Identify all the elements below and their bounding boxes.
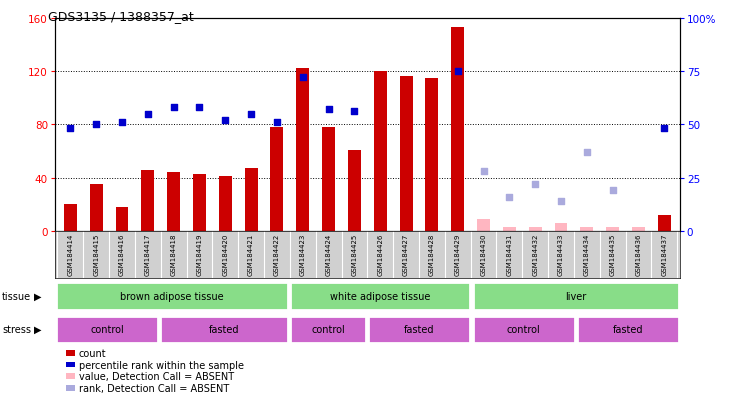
- Point: [504, 194, 515, 201]
- Text: fasted: fasted: [613, 324, 643, 335]
- Bar: [632, 227, 645, 231]
- Point: [168, 104, 180, 111]
- Point: [581, 149, 593, 156]
- Text: GSM184430: GSM184430: [480, 233, 487, 275]
- Bar: [167, 173, 180, 231]
- Point: [555, 198, 567, 205]
- Text: GSM184420: GSM184420: [222, 233, 228, 275]
- Point: [349, 109, 360, 116]
- Text: GSM184414: GSM184414: [67, 233, 73, 275]
- Bar: [400, 77, 412, 231]
- Bar: [472, 316, 575, 343]
- Point: [529, 181, 541, 188]
- Bar: [64, 205, 77, 231]
- Point: [246, 111, 257, 118]
- Point: [91, 121, 102, 128]
- Text: GSM184437: GSM184437: [662, 233, 667, 275]
- Text: GSM184426: GSM184426: [377, 233, 383, 275]
- Bar: [56, 316, 158, 343]
- Bar: [296, 69, 309, 231]
- Bar: [425, 78, 439, 231]
- Text: GSM184415: GSM184415: [93, 233, 99, 275]
- Point: [323, 107, 335, 113]
- Text: GSM184425: GSM184425: [352, 233, 357, 275]
- Text: stress: stress: [2, 324, 31, 335]
- Text: control: control: [311, 324, 345, 335]
- Bar: [555, 223, 567, 231]
- Text: brown adipose tissue: brown adipose tissue: [120, 291, 224, 301]
- Point: [271, 119, 283, 126]
- Bar: [141, 170, 154, 231]
- Bar: [577, 316, 679, 343]
- Text: GSM184417: GSM184417: [145, 233, 151, 275]
- Text: rank, Detection Call = ABSENT: rank, Detection Call = ABSENT: [79, 383, 230, 393]
- Point: [477, 169, 489, 175]
- Bar: [606, 227, 619, 231]
- Bar: [580, 227, 594, 231]
- Text: percentile rank within the sample: percentile rank within the sample: [79, 360, 244, 370]
- Text: value, Detection Call = ABSENT: value, Detection Call = ABSENT: [79, 371, 234, 381]
- Text: GSM184433: GSM184433: [558, 233, 564, 275]
- Bar: [374, 72, 387, 231]
- Text: GSM184435: GSM184435: [610, 233, 616, 275]
- Text: fasted: fasted: [404, 324, 435, 335]
- Point: [659, 126, 670, 133]
- Bar: [245, 169, 257, 231]
- Text: GSM184431: GSM184431: [507, 233, 512, 275]
- Point: [116, 119, 128, 126]
- Bar: [472, 282, 679, 310]
- Text: GSM184416: GSM184416: [119, 233, 125, 275]
- Text: GSM184424: GSM184424: [325, 233, 332, 275]
- Text: ▶: ▶: [34, 324, 42, 335]
- Bar: [529, 227, 542, 231]
- Text: GSM184422: GSM184422: [274, 233, 280, 275]
- Point: [142, 111, 154, 118]
- Bar: [368, 316, 471, 343]
- Bar: [348, 150, 361, 231]
- Text: GSM184421: GSM184421: [248, 233, 254, 275]
- Bar: [193, 174, 206, 231]
- Text: GSM184428: GSM184428: [429, 233, 435, 275]
- Point: [607, 188, 618, 194]
- Bar: [503, 227, 516, 231]
- Bar: [160, 316, 288, 343]
- Bar: [90, 185, 102, 231]
- Text: fasted: fasted: [209, 324, 239, 335]
- Text: control: control: [507, 324, 540, 335]
- Text: control: control: [90, 324, 124, 335]
- Text: GSM184436: GSM184436: [635, 233, 642, 275]
- Point: [297, 75, 308, 81]
- Bar: [270, 128, 284, 231]
- Bar: [290, 316, 366, 343]
- Text: GDS3135 / 1388357_at: GDS3135 / 1388357_at: [48, 10, 193, 23]
- Text: ▶: ▶: [34, 291, 42, 301]
- Bar: [219, 177, 232, 231]
- Point: [219, 117, 231, 124]
- Text: GSM184418: GSM184418: [170, 233, 177, 275]
- Text: GSM184432: GSM184432: [532, 233, 538, 275]
- Bar: [658, 215, 671, 231]
- Text: count: count: [79, 348, 107, 358]
- Text: GSM184429: GSM184429: [455, 233, 461, 275]
- Bar: [451, 28, 464, 231]
- Point: [194, 104, 205, 111]
- Text: liver: liver: [565, 291, 586, 301]
- Point: [64, 126, 76, 133]
- Text: GSM184419: GSM184419: [197, 233, 202, 275]
- Text: tissue: tissue: [2, 291, 31, 301]
- Text: GSM184423: GSM184423: [300, 233, 306, 275]
- Bar: [115, 207, 129, 231]
- Text: GSM184434: GSM184434: [584, 233, 590, 275]
- Text: white adipose tissue: white adipose tissue: [330, 291, 431, 301]
- Bar: [290, 282, 471, 310]
- Point: [452, 69, 463, 75]
- Text: GSM184427: GSM184427: [403, 233, 409, 275]
- Bar: [56, 282, 288, 310]
- Bar: [477, 219, 490, 231]
- Bar: [322, 128, 335, 231]
